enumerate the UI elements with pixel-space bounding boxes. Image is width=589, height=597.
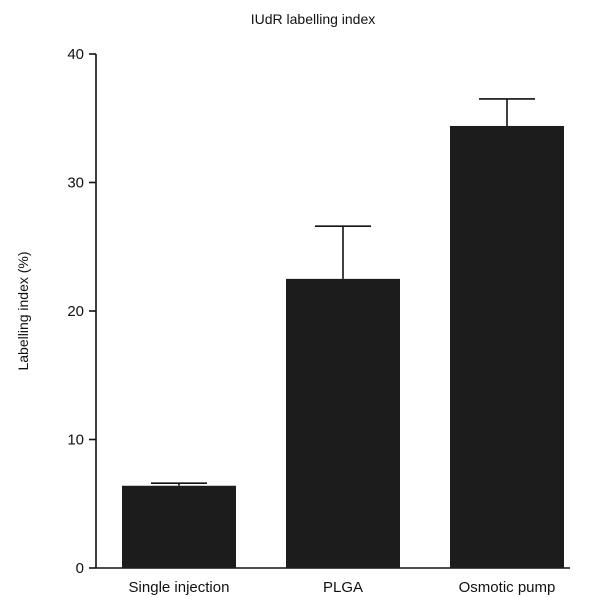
y-tick-label-3: 30: [67, 175, 84, 192]
y-axis-label: Labelling index (%): [15, 251, 31, 370]
bar-2: [450, 125, 564, 569]
chart-title: IUdR labelling index: [251, 11, 376, 27]
y-tick-label-2: 20: [67, 303, 84, 320]
y-tick-label-4: 40: [67, 46, 84, 63]
plot-area: 0 10 20 30 40 Single injection PLGA Osmotic pum…: [67, 46, 570, 596]
bar-1: [286, 278, 400, 568]
bar-0: [122, 485, 236, 568]
y-tick-label-1: 10: [67, 432, 84, 449]
x-category-label-0: Single injection: [129, 579, 230, 596]
y-tick-label-0: 0: [76, 560, 84, 577]
x-category-label-2: Osmotic pump: [459, 579, 556, 596]
x-category-label-1: PLGA: [323, 579, 363, 596]
